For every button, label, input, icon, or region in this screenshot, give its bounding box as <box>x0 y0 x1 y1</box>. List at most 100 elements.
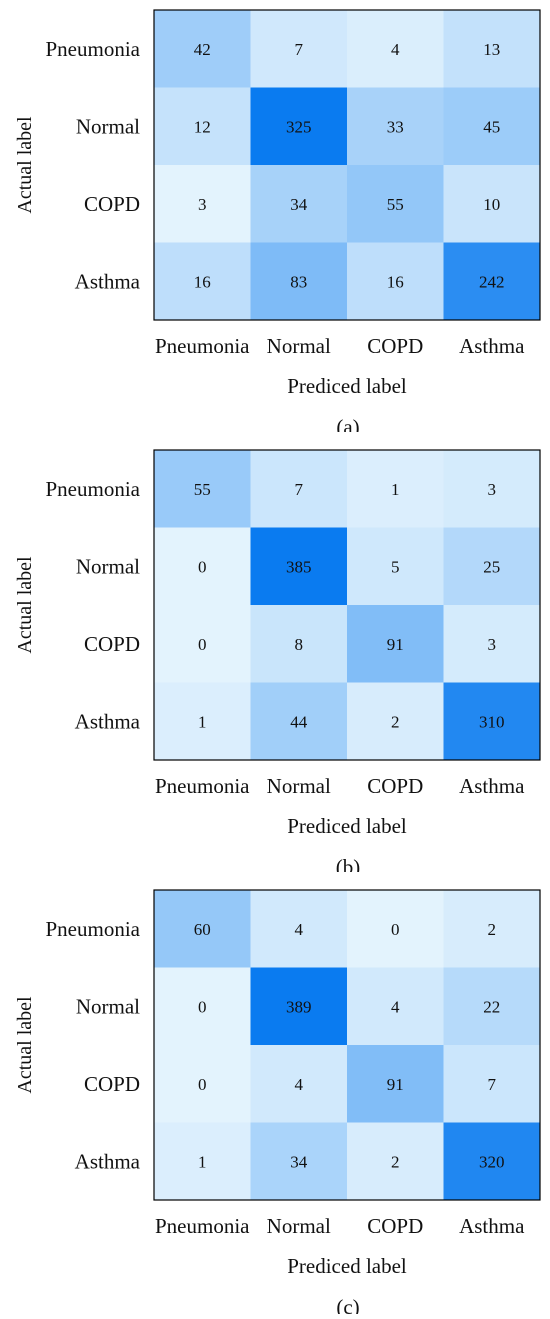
x-tick-label: Asthma <box>459 1214 525 1238</box>
cell-value-label: 0 <box>198 557 207 576</box>
heatmap-cell <box>443 450 541 528</box>
heatmap-cell <box>154 450 251 528</box>
heatmap-cell <box>250 890 348 968</box>
heatmap-cell <box>347 890 444 968</box>
heatmap-cell <box>443 165 541 243</box>
heatmap-cell <box>347 527 444 606</box>
cell-value-label: 2 <box>391 1152 400 1171</box>
cell-value-label: 91 <box>387 1075 404 1094</box>
cell-value-label: 3 <box>488 480 497 499</box>
y-tick-label: Asthma <box>75 269 141 293</box>
cell-value-label: 55 <box>387 195 404 214</box>
x-tick-label: Pneumonia <box>155 334 250 358</box>
heatmap-cell <box>250 450 348 528</box>
heatmap-cell <box>443 527 541 606</box>
cell-value-label: 45 <box>483 117 500 136</box>
cell-value-label: 0 <box>198 1075 207 1094</box>
heatmap-cell <box>347 242 444 321</box>
heatmap-cell <box>347 605 444 683</box>
y-axis-label: Actual label <box>14 996 36 1094</box>
heatmap-cell <box>250 10 348 88</box>
cell-value-label: 25 <box>483 557 500 576</box>
heatmap-cell <box>443 87 541 166</box>
x-tick-label: Asthma <box>459 774 525 798</box>
heatmap-cell <box>154 967 251 1046</box>
heatmap-cell <box>347 967 444 1046</box>
y-tick-label: Asthma <box>75 709 141 733</box>
cell-value-label: 4 <box>295 1075 304 1094</box>
heatmap-cell <box>154 1045 251 1123</box>
cell-value-label: 12 <box>194 117 211 136</box>
heatmap-b: 55 7 1 3 0 385 5 25 0 8 91 3 1 44 2 310 Pneumonia Normal C… <box>14 449 541 879</box>
heatmap-cell <box>347 450 444 528</box>
cell-value-label: 7 <box>295 480 304 499</box>
y-tick-label: Normal <box>76 994 140 1018</box>
x-tick-label: COPD <box>367 334 423 358</box>
cell-value-label: 91 <box>387 635 404 654</box>
cell-value-label: 83 <box>290 272 307 291</box>
cell-value-label: 60 <box>194 920 211 939</box>
heatmap-cell <box>347 1045 444 1123</box>
y-tick-label: Normal <box>76 554 140 578</box>
cell-value-label: 34 <box>290 1152 308 1171</box>
heatmap-cell <box>250 165 348 243</box>
cell-value-label: 33 <box>387 117 404 136</box>
x-axis-label: Prediced label <box>287 814 407 838</box>
heatmap-frame <box>153 889 541 1201</box>
confusion-matrix-panel-a: 42 7 4 13 12 325 33 45 3 34 55 10 16 83 16 242 Pneumonia… <box>0 0 550 439</box>
cell-value-label: 4 <box>391 40 400 59</box>
heatmap-cell <box>250 967 348 1046</box>
heatmap-cell <box>443 967 541 1046</box>
cell-value-label: 7 <box>488 1075 497 1094</box>
cell-value-label: 3 <box>488 635 497 654</box>
heatmap-cell <box>250 527 348 606</box>
x-tick-label: Normal <box>267 334 331 358</box>
x-tick-label: Normal <box>267 774 331 798</box>
heatmap-cell <box>250 1045 348 1123</box>
cell-value-label: 320 <box>479 1152 505 1171</box>
heatmap-cell <box>347 87 444 166</box>
heatmap-cell <box>347 165 444 243</box>
heatmap-cell <box>443 890 541 968</box>
cell-value-label: 8 <box>295 635 304 654</box>
x-tick-label: Normal <box>267 1214 331 1238</box>
confusion-matrix-panel-b: 55 7 1 3 0 385 5 25 0 8 91 3 1 44 2 310 Pneumonia Normal C… <box>0 440 550 879</box>
cell-value-label: 4 <box>295 920 304 939</box>
heatmap-cell <box>154 242 251 321</box>
heatmap-cell <box>443 1122 541 1201</box>
y-tick-label: Asthma <box>75 1149 141 1173</box>
heatmap-cell <box>443 682 541 761</box>
heatmap-cell <box>154 527 251 606</box>
y-tick-label: Pneumonia <box>46 37 141 61</box>
y-tick-label: Pneumonia <box>46 917 141 941</box>
y-tick-label: Normal <box>76 114 140 138</box>
cell-value-label: 0 <box>198 635 207 654</box>
cell-value-label: 22 <box>483 997 500 1016</box>
cell-value-label: 13 <box>483 40 500 59</box>
heatmap-cell <box>347 1122 444 1201</box>
heatmap-c: 60 4 0 2 0 389 4 22 0 4 91 7 1 34 2 320 Pneumonia Normal C… <box>14 889 541 1319</box>
cell-value-label: 16 <box>387 272 404 291</box>
heatmap-cell <box>250 87 348 166</box>
heatmap-frame <box>153 9 541 321</box>
heatmap-cell <box>250 1122 348 1201</box>
cell-value-label: 16 <box>194 272 211 291</box>
heatmap-cell <box>250 242 348 321</box>
cell-value-label: 34 <box>290 195 308 214</box>
heatmap-cell <box>443 1045 541 1123</box>
x-axis-label: Prediced label <box>287 374 407 398</box>
x-tick-label: COPD <box>367 774 423 798</box>
heatmap-cell <box>154 1122 251 1201</box>
x-tick-label: Pneumonia <box>155 1214 250 1238</box>
x-tick-label: COPD <box>367 1214 423 1238</box>
heatmap-cell <box>443 10 541 88</box>
heatmap-frame <box>153 449 541 761</box>
cell-value-label: 389 <box>286 997 312 1016</box>
heatmap-cell <box>443 242 541 321</box>
y-axis-label: Actual label <box>14 116 36 214</box>
cell-value-label: 0 <box>198 997 207 1016</box>
y-axis-label: Actual label <box>14 556 36 654</box>
cell-value-label: 55 <box>194 480 211 499</box>
cell-value-label: 44 <box>290 712 308 731</box>
heatmap-cell <box>154 682 251 761</box>
